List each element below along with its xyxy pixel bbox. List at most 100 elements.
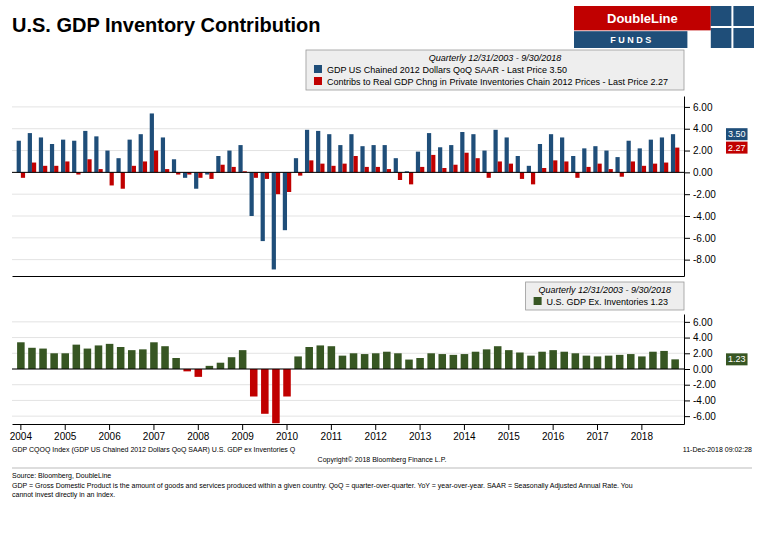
bar	[72, 141, 76, 173]
grid-line	[12, 416, 684, 417]
bar	[132, 166, 136, 173]
y-tick-label: 2.00	[693, 145, 713, 156]
bar	[487, 172, 491, 177]
y-tick: -8.00	[684, 254, 716, 265]
x-tick: 2012	[365, 424, 388, 442]
bar	[505, 137, 509, 172]
legend: Quarterly 12/31/2003 - 9/30/2018GDP US C…	[306, 50, 684, 90]
bar	[87, 159, 91, 172]
y-axis-line	[684, 97, 685, 277]
bar	[61, 140, 65, 173]
y-tick-mark	[684, 385, 690, 386]
bar	[50, 353, 58, 369]
bar	[538, 352, 546, 369]
y-tick: 6.00	[684, 102, 713, 113]
y-tick-mark	[684, 322, 690, 323]
bar	[217, 363, 225, 369]
grid-line	[12, 384, 684, 385]
bar	[276, 172, 280, 194]
bar	[261, 172, 265, 241]
x-tick-mark	[287, 424, 288, 430]
y-tick-mark	[684, 129, 690, 130]
bar	[228, 357, 236, 369]
bar	[604, 151, 608, 173]
x-tick-mark	[597, 424, 598, 430]
bar	[198, 172, 202, 177]
bar	[509, 164, 513, 173]
bar	[420, 167, 424, 172]
bar	[43, 166, 47, 173]
footer-text: Copyright© 2018 Bloomberg Finance L.P.	[318, 456, 447, 464]
bar	[409, 172, 413, 184]
bar	[649, 352, 657, 369]
bar	[54, 166, 58, 173]
bar	[139, 349, 147, 369]
y-tick-mark	[684, 194, 690, 195]
bar	[232, 167, 236, 172]
bar	[65, 161, 69, 172]
bar	[105, 151, 109, 173]
bar	[372, 353, 380, 369]
bar	[139, 134, 143, 172]
bar	[143, 161, 147, 172]
bar	[671, 134, 675, 172]
y-tick-mark	[684, 400, 690, 401]
bar	[460, 132, 464, 172]
y-tick-label: 4.00	[693, 123, 713, 134]
bar	[50, 144, 54, 172]
bar	[394, 158, 398, 172]
bar	[638, 148, 642, 172]
bar	[272, 172, 276, 269]
bar	[483, 349, 491, 369]
zero-line	[12, 172, 684, 173]
x-tick-label: 2004	[10, 431, 33, 442]
bar	[172, 358, 180, 369]
bar	[172, 159, 176, 172]
bar	[616, 355, 624, 369]
bar	[583, 356, 591, 369]
y-tick-mark	[684, 416, 690, 417]
bar	[464, 153, 468, 173]
x-tick-label: 2006	[98, 431, 121, 442]
x-tick-label: 2012	[365, 431, 388, 442]
bar	[572, 353, 580, 369]
y-tick-label: 0.00	[693, 167, 713, 178]
bar	[265, 172, 269, 179]
bar	[553, 160, 557, 172]
bar	[427, 353, 435, 369]
logo-block	[574, 6, 711, 30]
bar	[560, 352, 568, 369]
bar	[398, 172, 402, 180]
x-tick: 2013	[409, 424, 432, 442]
zero-line	[12, 369, 684, 370]
bar	[128, 350, 136, 369]
bar	[283, 369, 291, 397]
bar	[309, 160, 313, 172]
last-value-badge: 3.50	[726, 128, 748, 140]
bar	[476, 158, 480, 172]
bar	[450, 355, 458, 369]
x-tick-mark	[109, 424, 110, 430]
y-tick-mark	[684, 260, 690, 261]
bar	[331, 166, 335, 173]
bar	[117, 347, 125, 369]
bar	[560, 137, 564, 172]
y-tick-label: 2.00	[693, 348, 713, 359]
y-tick-label: -6.00	[693, 411, 716, 422]
bar	[405, 360, 413, 369]
x-tick-mark	[375, 424, 376, 430]
x-tick-mark	[420, 424, 421, 430]
y-tick: -4.00	[684, 395, 716, 406]
y-tick: 0.00	[684, 167, 713, 178]
bar	[449, 145, 453, 172]
source-text: Source: Bloomberg, DoubleLineGDP = Gross…	[12, 472, 633, 499]
y-tick-label: 0.00	[693, 364, 713, 375]
bar	[39, 349, 47, 369]
bar	[598, 164, 602, 173]
bar	[442, 168, 446, 172]
bar	[287, 172, 291, 192]
bar	[431, 155, 435, 172]
chart-canvas: -8.00 -6.00 -4.00 -2.00 0.00 2.00 4.00 6.00 Quar…	[0, 0, 764, 544]
grid-line	[12, 369, 684, 370]
y-tick: -2.00	[684, 189, 716, 200]
